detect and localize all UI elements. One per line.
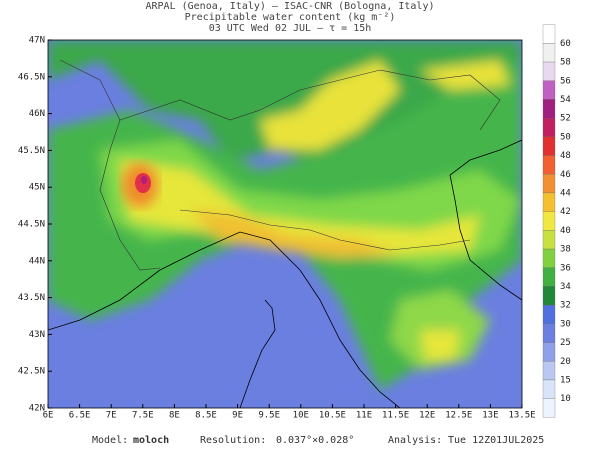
colorbar-label: 50: [560, 132, 571, 142]
lon-label: 12.5E: [445, 411, 472, 421]
colorbar-label: 42: [560, 207, 571, 217]
lat-label: 44.5N: [18, 220, 45, 230]
colorbar-label: 30: [560, 319, 571, 329]
colorbar-swatch: [542, 248, 556, 268]
footer-value: moloch: [133, 435, 169, 446]
header-line: Precipitable water content (kg m⁻²): [185, 12, 396, 23]
lon-label: 12E: [419, 411, 435, 421]
colorbar-label: 34: [560, 282, 571, 292]
lon-label: 11E: [356, 411, 372, 421]
colorbar-swatch: [542, 192, 556, 212]
colorbar-swatch: [542, 61, 556, 81]
colorbar-label: 48: [560, 151, 571, 161]
lon-label: 6.5E: [69, 411, 91, 421]
colorbar-label: 44: [560, 188, 571, 198]
colorbar-label: 40: [560, 226, 571, 236]
colorbar-swatch: [542, 230, 556, 250]
lon-label: 10.5E: [319, 411, 346, 421]
lat-label: 46.5N: [18, 72, 45, 82]
lat-label: 43.5N: [18, 293, 45, 303]
lat-label: 43N: [29, 330, 45, 340]
colorbar-label: 32: [560, 301, 571, 311]
footer-label: Model:: [92, 435, 128, 446]
colorbar-label: 38: [560, 245, 571, 255]
colorbar-label: 15: [560, 375, 571, 385]
colorbar-swatch: [542, 136, 556, 156]
lon-label: 11.5E: [382, 411, 409, 421]
colorbar: 60 58 56 54 52 50 48 46 44 42 40 38 36 34 32 30 25 20 15 10: [542, 24, 571, 418]
colorbar-label: 56: [560, 76, 571, 86]
colorbar-swatch: [542, 43, 556, 63]
colorbar-swatch: [542, 99, 556, 119]
colorbar-swatch: [542, 323, 556, 343]
colorbar-label: 20: [560, 357, 571, 367]
colorbar-label: 58: [560, 58, 571, 68]
lon-label: 8.5E: [195, 411, 217, 421]
lat-label: 46N: [29, 109, 45, 119]
colorbar-label: 36: [560, 263, 571, 273]
colorbar-swatch: [542, 286, 556, 306]
lon-label: 10E: [293, 411, 309, 421]
colorbar-swatch: [542, 304, 556, 324]
lon-label: 13E: [482, 411, 498, 421]
lon-label: 8E: [169, 411, 180, 421]
colorbar-label: 10: [560, 394, 571, 404]
lat-label: 42N: [29, 404, 45, 414]
colorbar-swatch: [542, 361, 556, 381]
lon-label: 9E: [232, 411, 243, 421]
colorbar-swatch: [542, 342, 556, 362]
map-field: [48, 40, 522, 408]
colorbar-swatch: [542, 118, 556, 138]
colorbar-swatch: [542, 24, 556, 44]
colorbar-swatch: [542, 174, 556, 194]
colorbar-label: 25: [560, 338, 571, 348]
colorbar-swatch: [542, 211, 556, 231]
colorbar-swatch: [542, 80, 556, 100]
lat-label: 45.5N: [18, 146, 45, 156]
footer-label: Analysis:: [388, 435, 442, 446]
colorbar-swatch: [542, 379, 556, 399]
lon-label: 13.5E: [508, 411, 535, 421]
lat-label: 45N: [29, 183, 45, 193]
lon-label: 6E: [43, 411, 54, 421]
lon-label: 7.5E: [132, 411, 154, 421]
colorbar-swatch: [542, 155, 556, 175]
lat-label: 42.5N: [18, 367, 45, 377]
colorbar-label: 54: [560, 95, 571, 105]
colorbar-label: 60: [560, 39, 571, 49]
lat-label: 47N: [29, 36, 45, 46]
lon-label: 9.5E: [258, 411, 280, 421]
colorbar-label: 46: [560, 170, 571, 180]
lat-label: 44N: [29, 256, 45, 266]
footer-value: Tue 12Z01JUL2025: [448, 435, 544, 446]
colorbar-label: 52: [560, 114, 571, 124]
colorbar-swatch: [542, 267, 556, 287]
header-line: ARPAL (Genoa, Italy) — ISAC-CNR (Bologna…: [146, 1, 435, 12]
header-line: 03 UTC Wed 02 JUL — τ = 15h: [209, 23, 372, 34]
colorbar-swatch: [542, 398, 556, 418]
footer-label: Resolution:: [200, 435, 266, 446]
footer-value: 0.037°×0.028°: [276, 435, 354, 446]
lon-label: 7E: [106, 411, 117, 421]
